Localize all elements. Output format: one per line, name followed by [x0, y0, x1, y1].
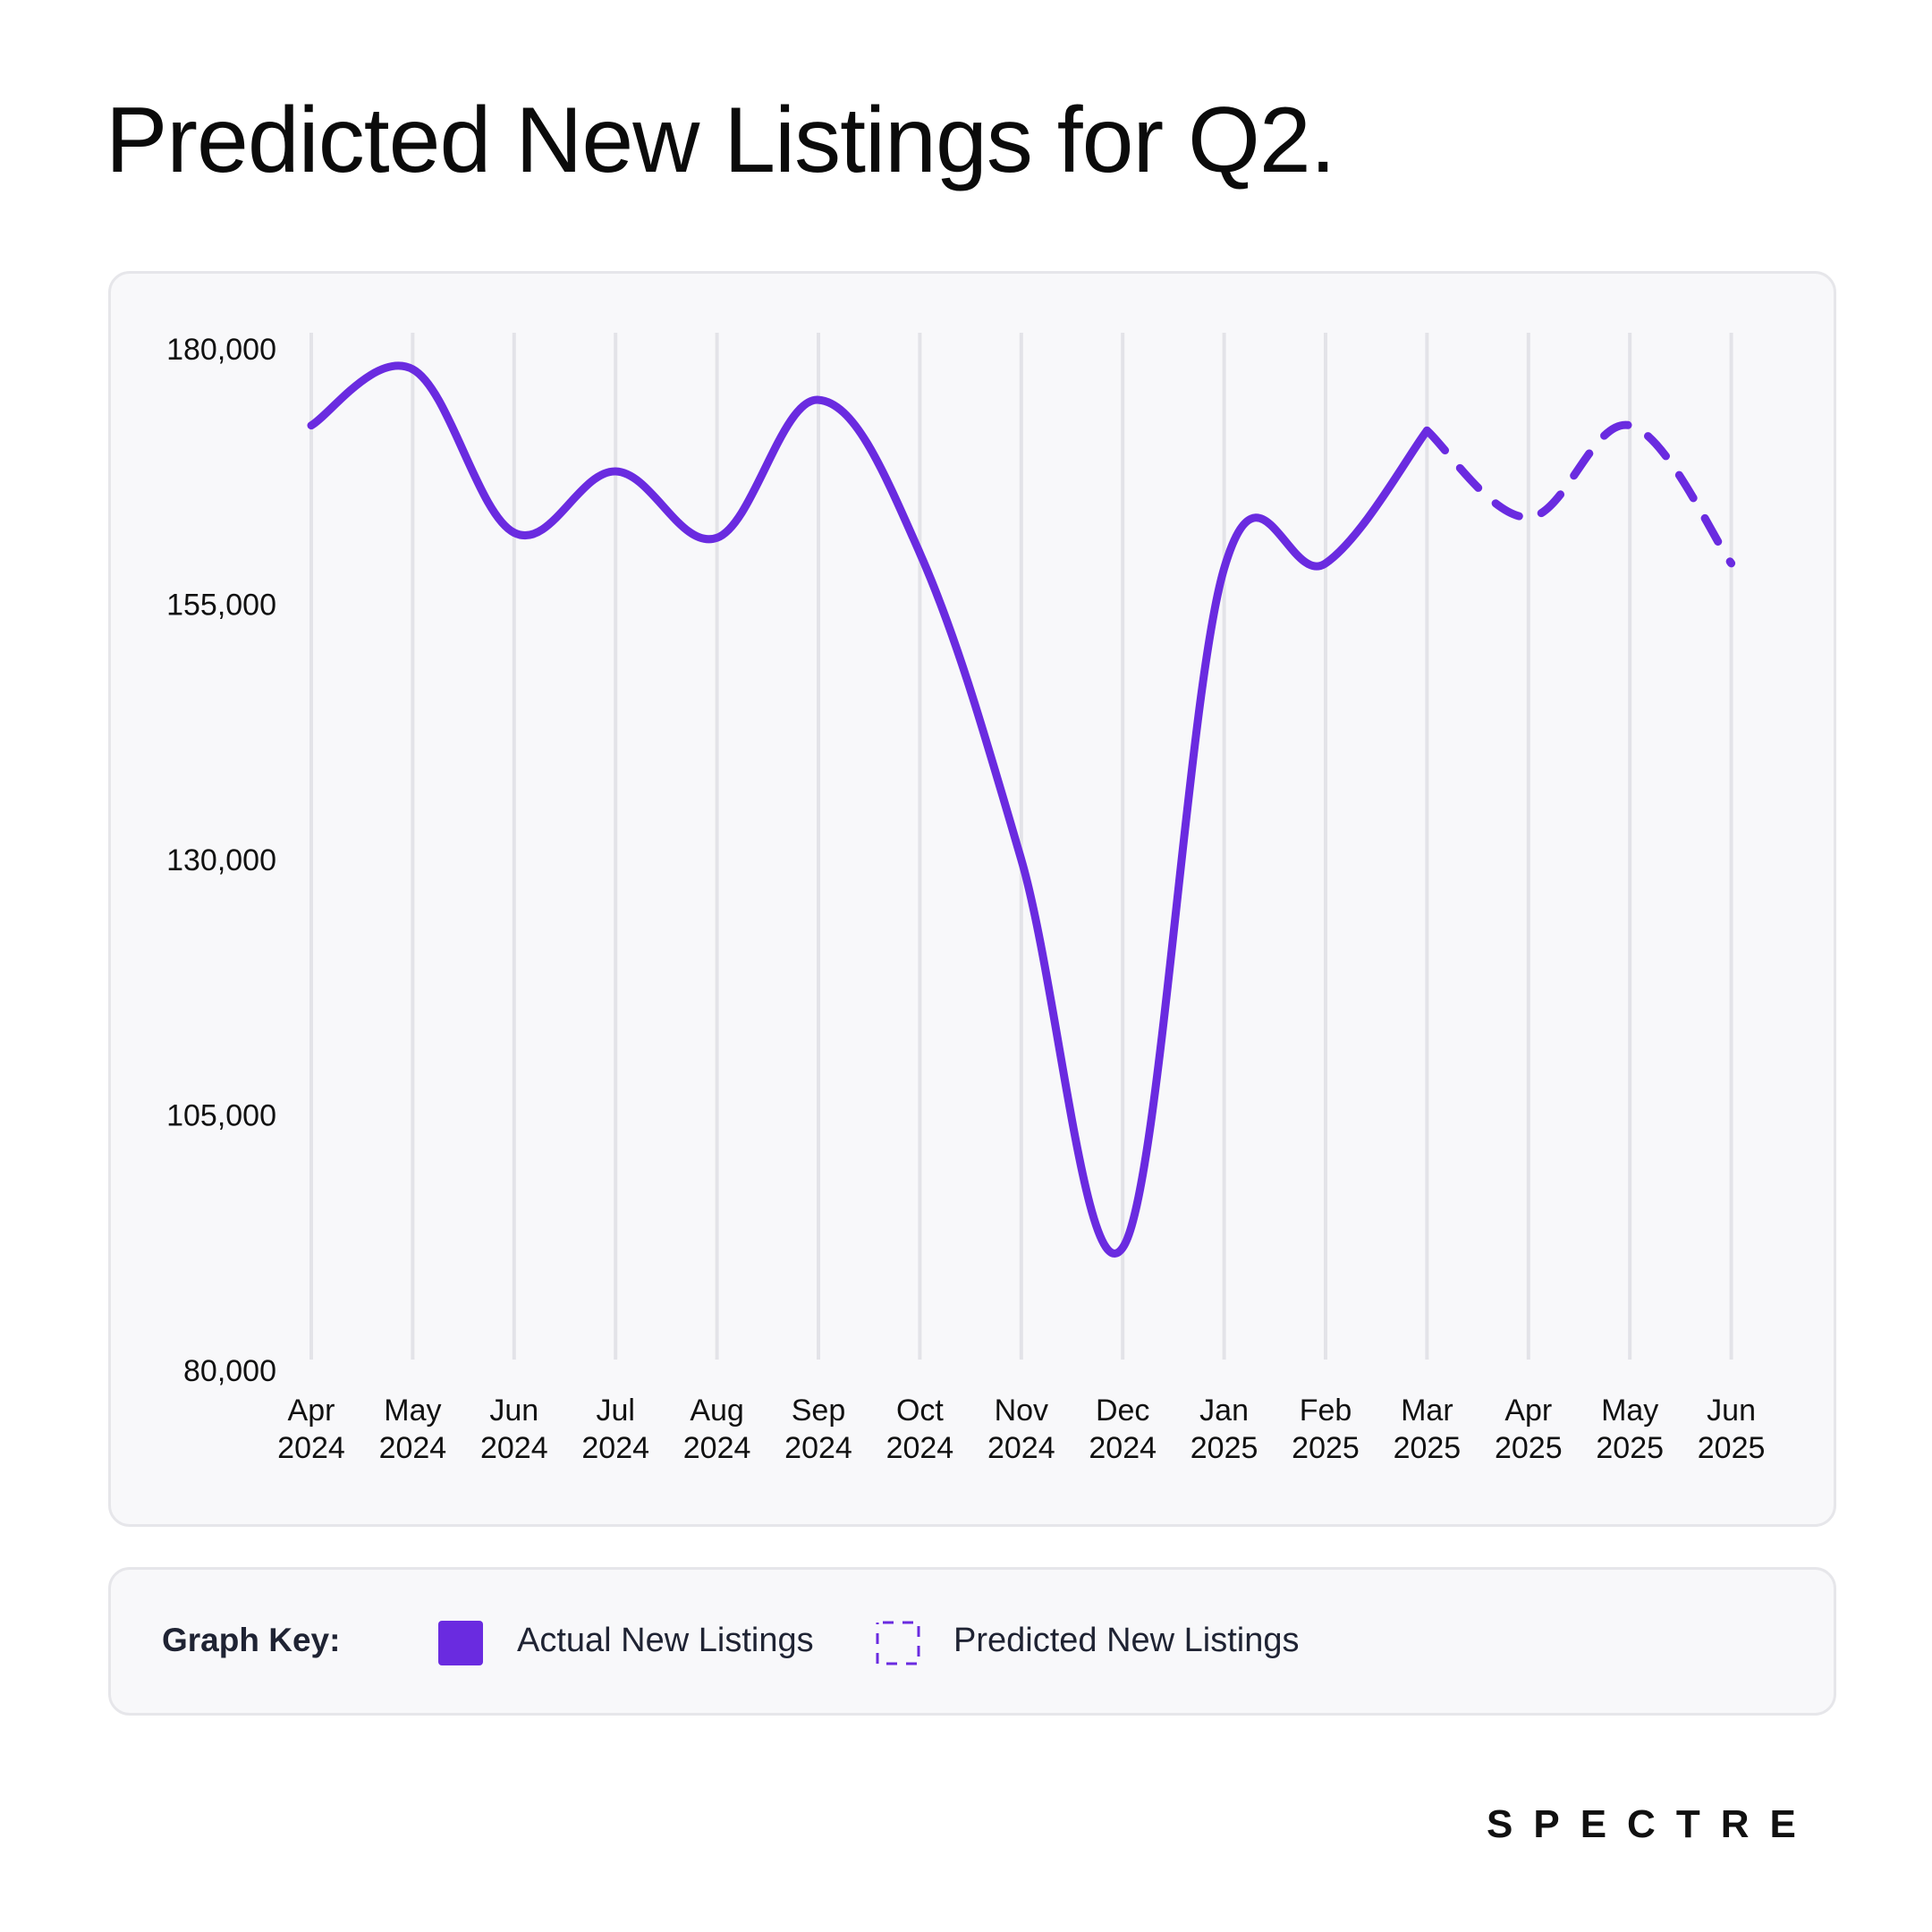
- series-lines: [307, 361, 1736, 1258]
- line-chart: 180,000 155,000 130,000 105,000 80,000 Apr 20…: [166, 333, 1765, 1465]
- x-tick-label: Sep 2024: [784, 1394, 852, 1465]
- brand-logo: SPECTRE: [1487, 1802, 1805, 1844]
- grid-lines: [309, 333, 1733, 1360]
- actual-swatch-icon: [438, 1621, 483, 1665]
- legend-label-actual: Actual New Listings: [517, 1622, 814, 1659]
- x-tick-label: May 2024: [379, 1394, 447, 1465]
- x-tick-label: Feb 2025: [1292, 1394, 1360, 1465]
- x-tick-label: Dec 2024: [1089, 1394, 1157, 1465]
- x-tick-label: Aug 2024: [683, 1394, 751, 1465]
- y-tick-label: 155,000: [166, 589, 276, 623]
- y-tick-label: 130,000: [166, 843, 276, 877]
- y-tick-label: 105,000: [166, 1099, 276, 1133]
- x-tick-label: Apr 2024: [277, 1394, 345, 1465]
- brand-wordmark: SPECTRE: [1487, 1802, 1805, 1844]
- y-tick-label: 80,000: [183, 1354, 276, 1388]
- x-tick-label: Jul 2024: [581, 1394, 649, 1465]
- x-tick-label: Jun 2024: [480, 1394, 548, 1465]
- graph-key: Graph Key: Actual New Listings Predicted…: [108, 1567, 1836, 1716]
- x-tick-label: May 2025: [1596, 1394, 1664, 1465]
- predicted-swatch-icon: [876, 1621, 920, 1665]
- x-tick-label: Nov 2024: [987, 1394, 1055, 1465]
- actual-series-line: [307, 361, 1431, 1258]
- x-tick-label: Mar 2025: [1394, 1394, 1462, 1465]
- chart-title: Predicted New Listings for Q2.: [106, 89, 1336, 192]
- legend-label-predicted: Predicted New Listings: [953, 1622, 1300, 1659]
- x-axis-ticks: Apr 2024 May 2024 Jun 2024 Jul 2024 Aug 2024 Sep 20…: [277, 1394, 1765, 1465]
- graph-key-title: Graph Key:: [162, 1622, 341, 1658]
- x-tick-label: Jan 2025: [1191, 1394, 1258, 1465]
- x-tick-label: Apr 2025: [1495, 1394, 1563, 1465]
- y-tick-label: 180,000: [166, 333, 276, 367]
- y-axis-ticks: 180,000 155,000 130,000 105,000 80,000: [166, 333, 276, 1388]
- x-tick-label: Jun 2025: [1698, 1394, 1766, 1465]
- predicted-series-line: [1422, 420, 1736, 568]
- x-tick-label: Oct 2024: [886, 1394, 954, 1465]
- chart-card: 180,000 155,000 130,000 105,000 80,000 Apr 20…: [108, 271, 1836, 1527]
